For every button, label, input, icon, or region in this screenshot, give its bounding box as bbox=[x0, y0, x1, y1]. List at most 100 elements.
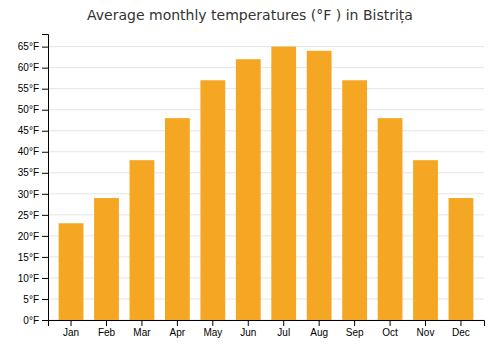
x-tick: Apr bbox=[170, 320, 186, 338]
x-tick-label: Nov bbox=[417, 327, 435, 338]
x-tick-mark bbox=[141, 320, 142, 326]
x-tick-label: Dec bbox=[452, 327, 470, 338]
y-tick-label: 15°F bbox=[18, 252, 39, 263]
bar bbox=[236, 59, 261, 320]
chart: 0°F5°F10°F15°F20°F25°F30°F35°F40°F45°F50… bbox=[0, 0, 500, 350]
x-tick: Nov bbox=[417, 320, 435, 338]
bar bbox=[378, 118, 403, 320]
y-tick-label: 20°F bbox=[18, 231, 39, 242]
x-tick-mark bbox=[390, 320, 391, 326]
x-tick-mark bbox=[460, 320, 461, 326]
x-tick: Jun bbox=[240, 320, 256, 338]
y-tick: 5°F bbox=[23, 294, 48, 305]
y-tick: 15°F bbox=[18, 252, 48, 263]
x-tick: Jan bbox=[63, 320, 79, 338]
y-tick-mark bbox=[42, 215, 48, 216]
y-tick: 25°F bbox=[18, 210, 48, 221]
grid-line bbox=[48, 46, 484, 47]
bar bbox=[449, 198, 474, 320]
y-tick-mark bbox=[42, 152, 48, 153]
y-tick-mark bbox=[42, 131, 48, 132]
x-tick: Jul bbox=[277, 320, 290, 338]
y-tick: 50°F bbox=[18, 104, 48, 115]
y-tick: 60°F bbox=[18, 62, 48, 73]
x-tick-mark bbox=[319, 320, 320, 326]
y-axis: 0°F5°F10°F15°F20°F25°F30°F35°F40°F45°F50… bbox=[18, 35, 49, 326]
y-tick-label: 35°F bbox=[18, 167, 39, 178]
y-tick-label: 50°F bbox=[18, 104, 39, 115]
y-tick-label: 60°F bbox=[18, 62, 39, 73]
grid-line bbox=[48, 130, 484, 131]
x-tick-mark bbox=[71, 320, 72, 326]
bar bbox=[94, 198, 119, 320]
x-tick: Mar bbox=[133, 320, 151, 338]
y-tick-mark bbox=[42, 173, 48, 174]
y-tick-label: 0°F bbox=[23, 315, 39, 326]
y-axis-line bbox=[42, 35, 49, 321]
x-tick-label: Jun bbox=[240, 327, 256, 338]
y-tick-mark bbox=[42, 236, 48, 237]
x-tick-label: Jul bbox=[277, 327, 290, 338]
x-tick-label: Aug bbox=[310, 327, 328, 338]
title: Average monthly temperatures (°F ) in Bi… bbox=[87, 7, 413, 24]
x-tick: Oct bbox=[382, 320, 398, 338]
x-tick-mark bbox=[248, 320, 249, 326]
y-tick-mark bbox=[42, 299, 48, 300]
x-tick-mark bbox=[106, 320, 107, 326]
y-tick-mark bbox=[42, 257, 48, 258]
y-tick-label: 25°F bbox=[18, 210, 39, 221]
y-tick: 0°F bbox=[23, 315, 48, 326]
x-tick-mark bbox=[354, 320, 355, 326]
y-tick-mark bbox=[42, 278, 48, 279]
x-tick-mark bbox=[177, 320, 178, 326]
x-axis: Jan Feb Mar Apr May Jun Jul Aug Sep Oct Nov Dec bbox=[49, 320, 485, 338]
y-tick-label: 10°F bbox=[18, 273, 39, 284]
x-tick-label: May bbox=[203, 327, 222, 338]
x-tick-label: Apr bbox=[170, 327, 186, 338]
y-tick-label: 65°F bbox=[18, 41, 39, 52]
y-tick: 65°F bbox=[18, 41, 48, 52]
x-tick-label: Oct bbox=[382, 327, 398, 338]
y-tick: 10°F bbox=[18, 273, 48, 284]
y-tick-mark bbox=[42, 68, 48, 69]
grid-line bbox=[48, 67, 484, 68]
bar bbox=[342, 80, 367, 320]
y-tick-label: 45°F bbox=[18, 125, 39, 136]
bar bbox=[271, 47, 296, 320]
y-tick-mark bbox=[42, 110, 48, 111]
grid-line bbox=[48, 88, 484, 89]
x-tick: Sep bbox=[346, 320, 364, 338]
x-tick: Dec bbox=[452, 320, 470, 338]
y-tick: 55°F bbox=[18, 83, 48, 94]
bars bbox=[59, 47, 474, 320]
x-tick-label: Mar bbox=[133, 327, 151, 338]
bar bbox=[59, 223, 84, 320]
bar bbox=[413, 160, 438, 320]
x-tick: Aug bbox=[310, 320, 328, 338]
grid bbox=[48, 47, 484, 320]
bar bbox=[165, 118, 190, 320]
x-tick: Feb bbox=[98, 320, 116, 338]
plot: 0°F5°F10°F15°F20°F25°F30°F35°F40°F45°F50… bbox=[18, 35, 485, 339]
y-tick: 35°F bbox=[18, 167, 48, 178]
x-tick: May bbox=[203, 320, 222, 338]
x-tick-mark bbox=[283, 320, 284, 326]
y-tick: 45°F bbox=[18, 125, 48, 136]
grid-line bbox=[48, 109, 484, 110]
x-tick-label: Sep bbox=[346, 327, 364, 338]
y-tick-mark bbox=[42, 47, 48, 48]
y-tick-label: 5°F bbox=[23, 294, 39, 305]
y-tick: 20°F bbox=[18, 231, 48, 242]
y-tick-label: 30°F bbox=[18, 189, 39, 200]
bar bbox=[200, 80, 225, 320]
grid-line bbox=[48, 151, 484, 152]
y-tick-label: 55°F bbox=[18, 83, 39, 94]
x-tick-mark bbox=[212, 320, 213, 326]
y-tick-mark bbox=[42, 320, 48, 321]
y-tick-mark bbox=[42, 89, 48, 90]
x-tick-label: Feb bbox=[98, 327, 116, 338]
bar bbox=[307, 51, 332, 320]
x-tick-label: Jan bbox=[63, 327, 79, 338]
x-axis-line bbox=[49, 321, 485, 327]
y-tick-mark bbox=[42, 194, 48, 195]
